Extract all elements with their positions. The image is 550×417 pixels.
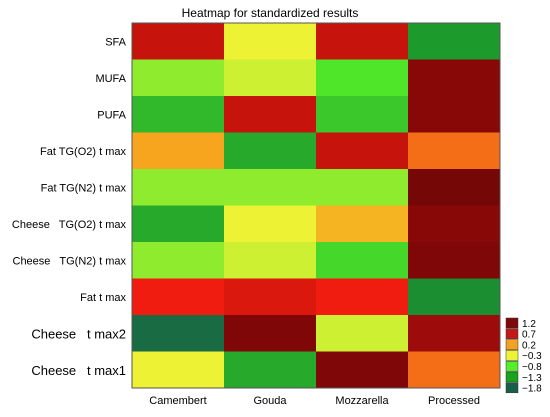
legend-label: −1.8 xyxy=(522,384,542,395)
legend-label: 0.2 xyxy=(522,340,536,351)
row-label: PUFA xyxy=(97,109,126,121)
legend-swatch xyxy=(505,328,519,340)
heatmap-cell xyxy=(224,242,317,279)
heatmap-cell xyxy=(224,351,317,389)
heatmap-cell xyxy=(408,242,501,279)
legend-swatch xyxy=(505,339,519,350)
row-labels: SFA MUFA PUFA Fat TG(O2) t max Fat TG(N2) t … xyxy=(12,36,127,378)
heatmap-cell xyxy=(224,59,317,97)
heatmap-cell xyxy=(132,59,225,97)
heatmap-cell xyxy=(408,278,501,316)
heatmap-cell xyxy=(132,169,225,206)
column-label: Mozzarella xyxy=(335,395,389,407)
heatmap-cell xyxy=(224,96,317,133)
heatmap-cell xyxy=(224,315,317,352)
heatmap-cell xyxy=(132,96,225,133)
row-label: Fat TG(N2) t max xyxy=(41,182,127,194)
heatmap-cell xyxy=(408,205,501,243)
legend-swatch xyxy=(505,317,519,329)
heatmap-cell xyxy=(316,205,409,243)
heatmap-cell xyxy=(224,278,317,316)
chart-title: Heatmap for standardized results xyxy=(182,6,359,20)
row-label: SFA xyxy=(105,36,126,48)
legend-swatch xyxy=(505,371,519,383)
row-label: Fat t max xyxy=(80,292,126,304)
row-label: Fat TG(O2) t max xyxy=(40,146,126,158)
heatmap-cell xyxy=(224,169,317,206)
plot-frame xyxy=(131,22,501,389)
heatmap-cell xyxy=(132,315,225,352)
heatmap-cell xyxy=(408,169,501,206)
legend-swatch xyxy=(505,360,519,372)
column-label: Processed xyxy=(428,395,480,407)
heatmap-cell xyxy=(316,132,409,170)
column-label: Camembert xyxy=(149,395,206,407)
heatmap-cell xyxy=(224,205,317,243)
heatmap-cell xyxy=(316,169,409,206)
heatmap-cell xyxy=(316,242,409,279)
heatmap-cell xyxy=(224,23,317,60)
heatmap-cell xyxy=(132,23,225,60)
column-labels: Camembert Gouda Mozzarella Processed xyxy=(149,395,480,407)
row-label: Cheese t max1 xyxy=(31,363,126,378)
heatmap-cells xyxy=(132,23,501,389)
heatmap-cell xyxy=(316,23,409,60)
row-label: Cheese TG(O2) t max xyxy=(12,219,127,231)
heatmap-cell xyxy=(316,351,409,389)
legend-swatch xyxy=(505,382,519,394)
heatmap-cell xyxy=(316,96,409,133)
color-legend: 1.20.70.2−0.3−0.8−1.3−1.8 xyxy=(505,317,542,395)
row-label: Cheese t max2 xyxy=(31,326,126,341)
legend-label: −1.3 xyxy=(522,373,542,384)
heatmap-cell xyxy=(132,205,225,243)
heatmap-cell xyxy=(408,96,501,133)
legend-label: 0.7 xyxy=(522,330,536,341)
heatmap-cell xyxy=(132,351,225,389)
legend-swatch xyxy=(505,350,519,361)
heatmap-cell xyxy=(408,59,501,97)
row-label: MUFA xyxy=(95,73,126,85)
heatmap-cell xyxy=(408,23,501,60)
heatmap-cell xyxy=(316,315,409,352)
column-label: Gouda xyxy=(253,395,287,407)
heatmap-cell xyxy=(408,132,501,170)
heatmap-cell xyxy=(408,351,501,389)
heatmap-cell xyxy=(132,278,225,316)
heatmap-cell xyxy=(408,315,501,352)
row-label: Cheese TG(N2) t max xyxy=(13,255,127,267)
legend-label: −0.3 xyxy=(522,351,542,362)
legend-label: 1.2 xyxy=(522,319,536,330)
heatmap-cell xyxy=(316,278,409,316)
heatmap-cell xyxy=(132,132,225,170)
heatmap-cell xyxy=(224,132,317,170)
heatmap-cell xyxy=(316,59,409,97)
heatmap-cell xyxy=(132,242,225,279)
legend-label: −0.8 xyxy=(522,362,542,373)
